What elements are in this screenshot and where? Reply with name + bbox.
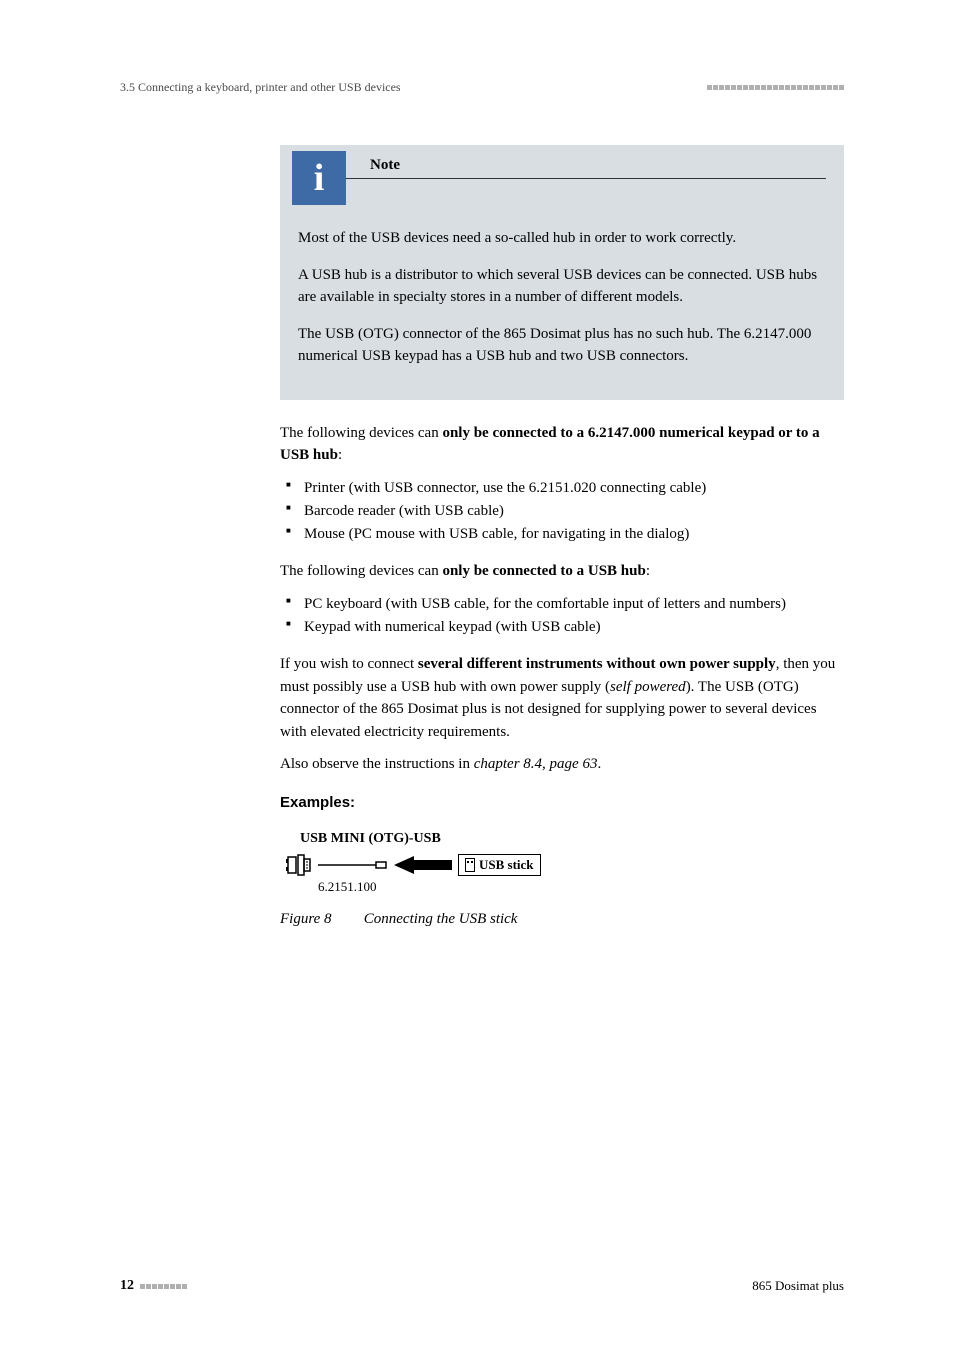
device-list: Printer (with USB connector, use the 6.2… <box>280 477 844 547</box>
page-number: 12 <box>120 1278 134 1294</box>
diagram-title: USB MINI (OTG)-USB <box>300 831 844 847</box>
info-icon: i <box>292 151 346 205</box>
main-content: i Note Most of the USB devices need a so… <box>280 145 844 928</box>
note-paragraph: Most of the USB devices need a so-called… <box>298 227 826 250</box>
connection-diagram: USB MINI (OTG)-USB <box>286 831 844 895</box>
arrow-left-icon <box>394 856 452 874</box>
body-paragraph: Also observe the instructions in chapter… <box>280 753 844 776</box>
note-box: i Note Most of the USB devices need a so… <box>280 145 844 400</box>
footer-ornament <box>140 1284 187 1289</box>
body-paragraph: If you wish to connect several different… <box>280 653 844 743</box>
note-body: Most of the USB devices need a so-called… <box>298 205 826 368</box>
note-paragraph: A USB hub is a distributor to which seve… <box>298 264 826 309</box>
list-item: Mouse (PC mouse with USB cable, for navi… <box>280 523 844 546</box>
body-paragraph: The following devices can only be connec… <box>280 422 844 467</box>
list-item: Barcode reader (with USB cable) <box>280 500 844 523</box>
examples-heading: Examples: <box>280 794 844 811</box>
usb-stick-label: USB stick <box>458 854 541 876</box>
body-paragraph: The following devices can only be connec… <box>280 560 844 583</box>
cable-part-number: 6.2151.100 <box>318 879 844 895</box>
figure-text: Connecting the USB stick <box>364 911 518 927</box>
product-name: 865 Dosimat plus <box>752 1278 844 1294</box>
page-footer: 12 865 Dosimat plus <box>120 1278 844 1294</box>
note-title: Note <box>346 157 826 179</box>
list-item: Keypad with numerical keypad (with USB c… <box>280 616 844 639</box>
figure-caption: Figure 8 Connecting the USB stick <box>280 911 844 928</box>
usb-stick-icon <box>465 858 475 872</box>
note-paragraph: The USB (OTG) connector of the 865 Dosim… <box>298 323 826 368</box>
page-header: 3.5 Connecting a keyboard, printer and o… <box>120 80 844 95</box>
device-list: PC keyboard (with USB cable, for the com… <box>280 593 844 640</box>
list-item: PC keyboard (with USB cable, for the com… <box>280 593 844 616</box>
list-item: Printer (with USB connector, use the 6.2… <box>280 477 844 500</box>
section-title: 3.5 Connecting a keyboard, printer and o… <box>120 80 401 95</box>
usb-port-icon <box>286 853 312 877</box>
cable-icon <box>318 859 388 871</box>
figure-number: Figure 8 <box>280 911 360 928</box>
header-ornament <box>707 85 844 90</box>
